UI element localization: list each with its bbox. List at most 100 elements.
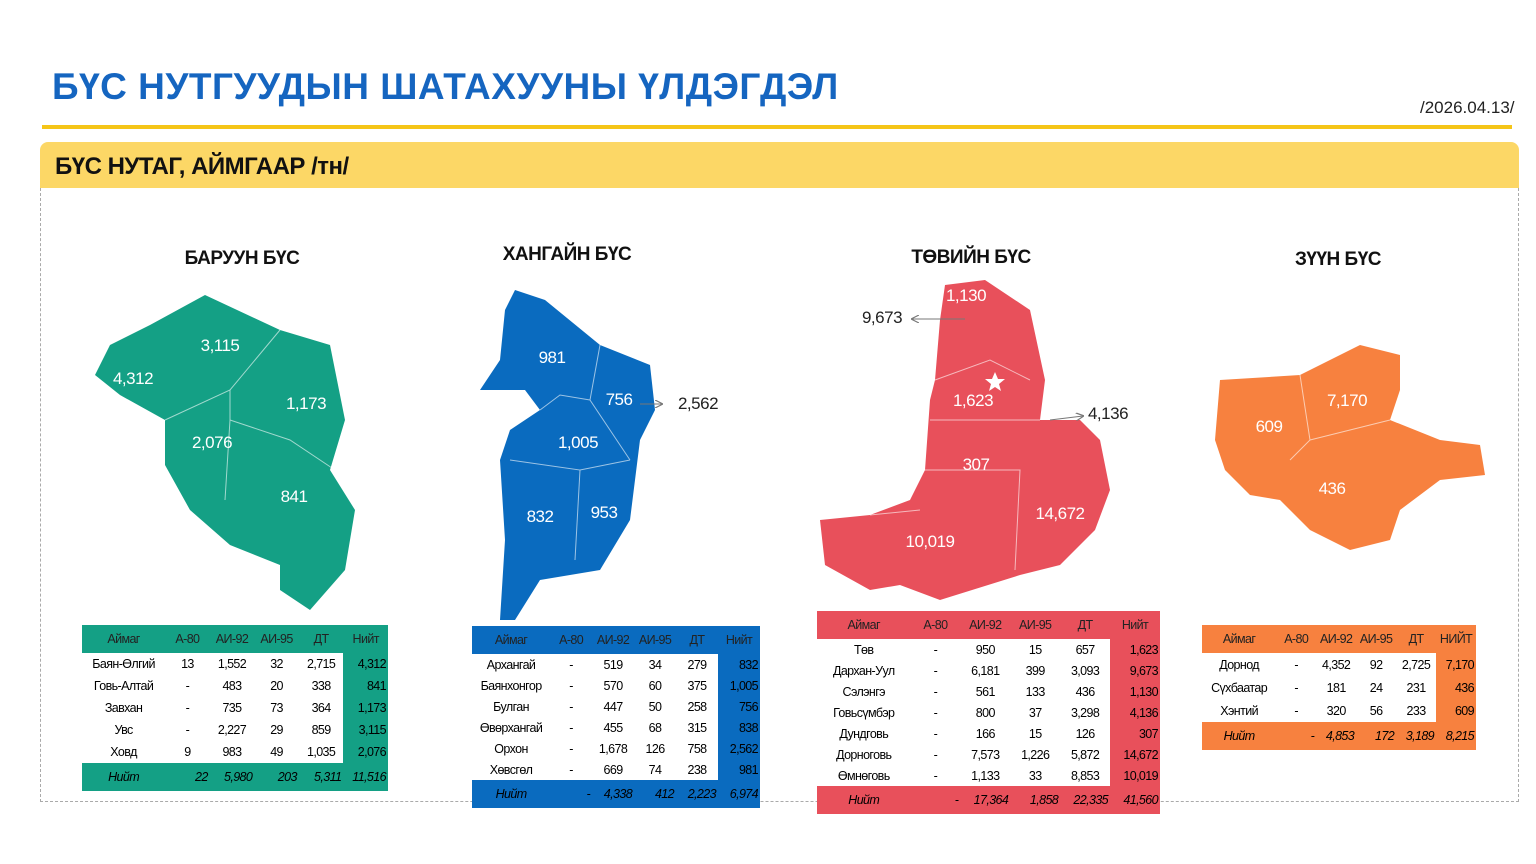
table-cell: 364 — [311, 701, 332, 715]
table-cell: 735 — [222, 701, 242, 715]
table-cell: 181 — [1326, 680, 1347, 695]
map-label: 307 — [962, 455, 990, 474]
table-cell: 320 — [1326, 703, 1347, 718]
table-cell: 315 — [687, 720, 707, 735]
table-cell: 758 — [687, 741, 707, 756]
map-label: 2,076 — [191, 433, 233, 452]
table-cell: 859 — [311, 723, 332, 737]
table-cell: Архангай — [486, 657, 536, 672]
table-cell: Говьсүмбэр — [833, 705, 895, 720]
table-cell: Орхон — [494, 741, 528, 756]
column-header: АИ-92 — [1316, 625, 1357, 653]
table-cell: 4,312 — [343, 653, 388, 675]
table-cell: 436 — [1075, 684, 1096, 699]
table-cell: 1,226 — [1021, 747, 1050, 762]
total-cell: 22,335 — [1060, 786, 1111, 814]
date: /2026.04.13/ — [1420, 98, 1515, 117]
map-label: 756 — [605, 390, 633, 409]
table-cell: Баянхонгор — [480, 678, 543, 693]
column-header: ДТ — [1396, 625, 1437, 653]
column-header: АИ-95 — [1010, 611, 1061, 639]
table-cell: - — [185, 679, 190, 693]
column-header: АИ-95 — [254, 625, 299, 653]
table-cell: Төв — [854, 642, 874, 657]
table-cell: 756 — [717, 696, 760, 717]
table-cell: Булган — [493, 699, 529, 714]
table-row: Хөвсгөл - 669 74 238 981 — [472, 759, 760, 780]
table-cell: 133 — [1025, 684, 1046, 699]
table-total: Нийт -4,853 172 3,189 8,215 — [1202, 722, 1476, 750]
data-table: Аймаг А-80 АИ-92 АИ-95 ДТ Нийт Төв -950 15 657 1,6… — [817, 611, 1160, 814]
table-cell: 13 — [181, 657, 194, 671]
table-cell: 14,672 — [1110, 744, 1160, 765]
column-header: Нийт — [717, 626, 760, 654]
table-cell: 983 — [222, 745, 242, 759]
map-west — [95, 295, 355, 610]
callout-label: 4,136 — [1087, 404, 1129, 423]
table-cell: 4,352 — [1322, 657, 1351, 672]
total-cell: Нийт — [82, 763, 166, 791]
total-cell: Нийт — [1202, 722, 1277, 750]
table-row: Сэлэнгэ - 561 133 436 1,130 — [817, 681, 1160, 702]
total-cell: 203 — [254, 763, 299, 791]
page-title: БҮС НУТГУУДЫН ШАТАХУУНЫ ҮЛДЭГДЭЛ — [52, 66, 839, 107]
map-label: 953 — [590, 503, 618, 522]
table-cell: - — [569, 657, 573, 672]
table-row: Орхон - 1,678 126 758 2,562 — [472, 738, 760, 759]
table-cell: 3,093 — [1070, 663, 1100, 678]
column-header: АИ-92 — [960, 611, 1011, 639]
capital-star — [985, 372, 1005, 391]
table-cell: 238 — [687, 762, 707, 777]
column-header: АИ-92 — [209, 625, 255, 653]
table-cell: - — [569, 720, 573, 735]
table-cell: 9,673 — [1110, 660, 1160, 681]
map-label: 436 — [1318, 479, 1346, 498]
table-cell: 24 — [1369, 680, 1383, 695]
column-header: А-80 — [165, 625, 210, 653]
table-cell: 483 — [222, 679, 242, 693]
total-cell: 1,858 — [1010, 786, 1061, 814]
map-central — [820, 280, 1110, 600]
table-cell: 2,076 — [343, 741, 388, 763]
table-cell: 1,623 — [1110, 639, 1160, 660]
table-cell: 60 — [648, 678, 662, 693]
table-cell: 436 — [1436, 676, 1476, 699]
table-cell: - — [933, 663, 938, 678]
table-cell: - — [1294, 657, 1298, 672]
table-cell: 37 — [1028, 705, 1042, 720]
callout-label: 9,673 — [861, 308, 903, 327]
table-cell: 1,133 — [971, 768, 1000, 783]
table-cell: 800 — [975, 705, 996, 720]
table-cell: - — [569, 699, 573, 714]
total-cell: 3,189 — [1396, 722, 1437, 750]
table-cell: Баян-Өлгий — [92, 657, 155, 671]
table-cell: 15 — [1028, 642, 1042, 657]
total-cell: 4,338 — [592, 780, 635, 808]
table-cell: 981 — [717, 759, 760, 780]
table-cell: 258 — [687, 699, 707, 714]
column-header: Аймаг — [472, 626, 551, 654]
map-east — [1215, 345, 1485, 550]
column-header: А-80 — [550, 626, 593, 654]
region-title: БАРУУН БҮС — [184, 248, 300, 269]
map-borders — [164, 329, 1391, 571]
table-row: Өвөрхангай - 455 68 315 838 — [472, 717, 760, 738]
table-cell: 455 — [603, 720, 624, 735]
total-cell: 5,311 — [298, 763, 344, 791]
total-cell: 4,853 — [1316, 722, 1357, 750]
callout-label: 2,562 — [677, 394, 719, 413]
map-label: 1,005 — [557, 433, 599, 452]
map-label: 3,115 — [200, 336, 240, 355]
table-cell: - — [933, 726, 938, 741]
table-row: Дорноговь - 7,573 1,226 5,872 14,672 — [817, 744, 1160, 765]
total-cell: 6,974 — [717, 780, 760, 808]
table-cell: 2,562 — [717, 738, 760, 759]
total-cell: Нийт — [817, 786, 911, 814]
map-label: 1,623 — [952, 391, 994, 410]
table-cell: 3,115 — [343, 719, 388, 741]
table-cell: 2,725 — [1401, 657, 1431, 672]
table-cell: - — [185, 701, 190, 715]
table-cell: 841 — [343, 675, 388, 697]
table-cell: 1,130 — [1110, 681, 1160, 702]
section-title: БҮС НУТАГ, АЙМГААР /тн/ — [55, 153, 349, 180]
